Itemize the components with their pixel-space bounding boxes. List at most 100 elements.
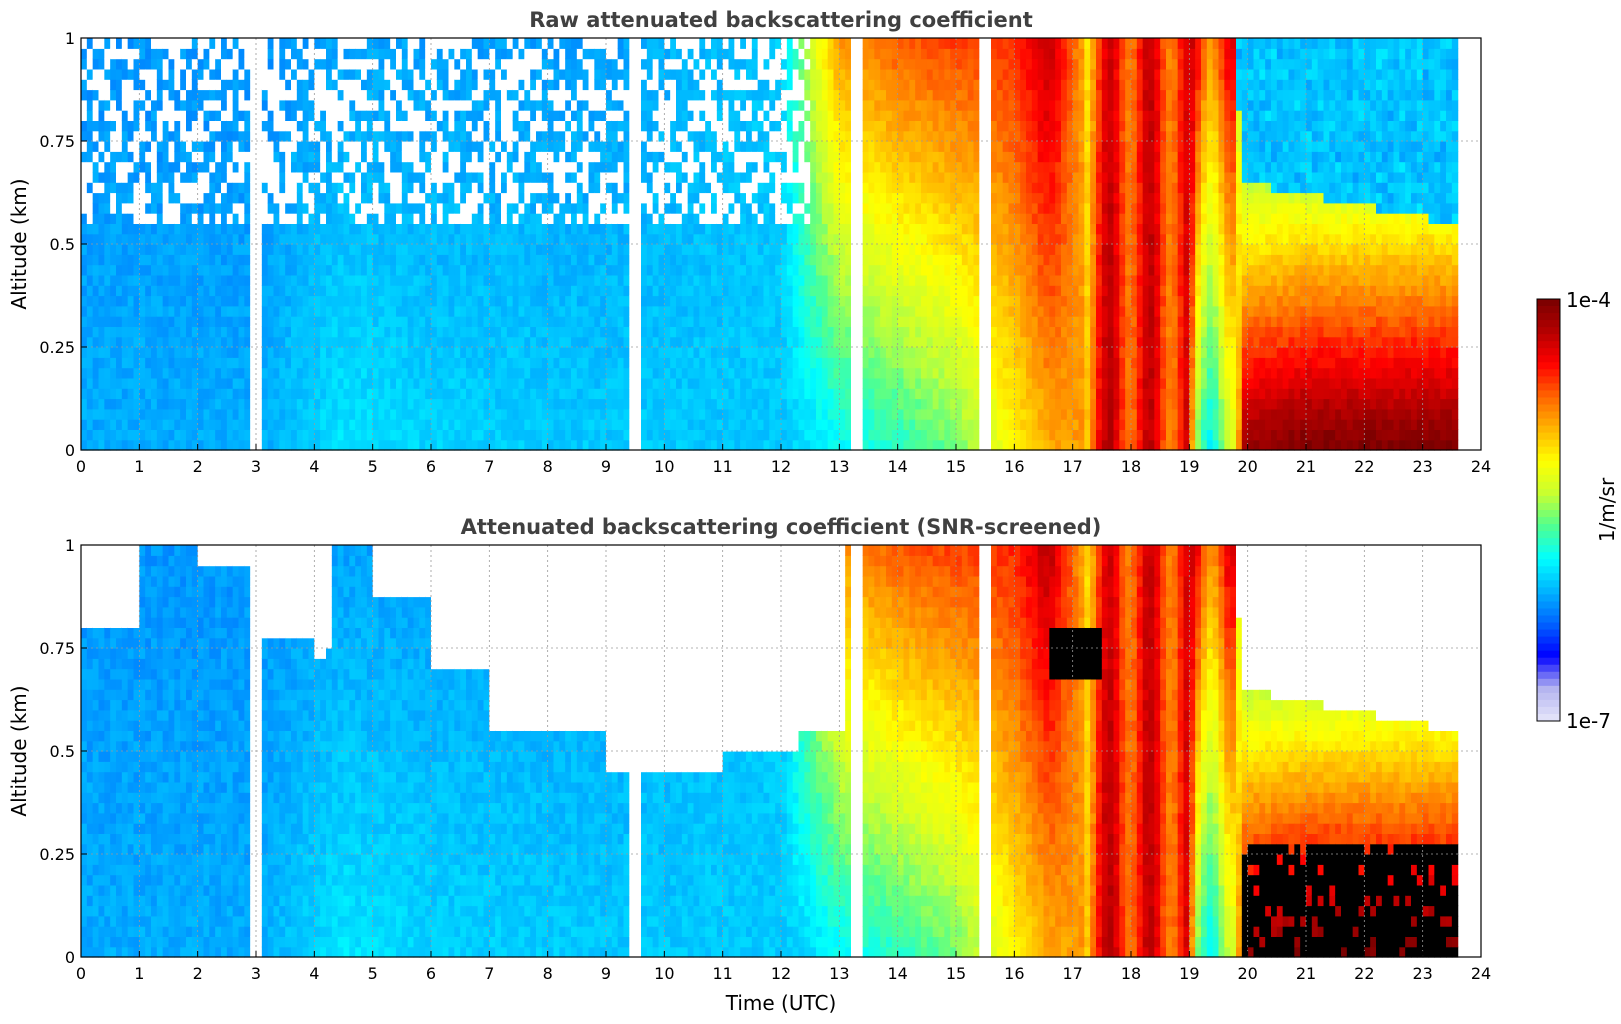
heatmap-cell (291, 254, 298, 266)
heatmap-cell (355, 429, 362, 441)
heatmap-cell (384, 254, 391, 266)
heatmap-cell (466, 408, 473, 420)
heatmap-cell (203, 223, 210, 235)
heatmap-cell (687, 171, 695, 183)
heatmap-cell (267, 429, 275, 441)
heatmap-cell (378, 213, 385, 224)
heatmap-cell (92, 171, 100, 183)
heatmap-cell (728, 38, 735, 49)
heatmap-cell (501, 305, 508, 317)
heatmap-cell (536, 388, 543, 400)
heatmap-cell (763, 223, 770, 235)
heatmap-cell (705, 295, 712, 307)
heatmap-cell (378, 388, 385, 400)
heatmap-cell (221, 89, 228, 101)
heatmap-cell (355, 89, 362, 101)
heatmap-cell (751, 285, 759, 297)
heatmap-cell (291, 419, 298, 430)
heatmap-cell (104, 110, 111, 121)
heatmap-cell (600, 388, 607, 400)
heatmap-cell (477, 254, 485, 266)
heatmap-cell (197, 110, 205, 121)
heatmap-cell (512, 68, 520, 80)
heatmap-cell (121, 305, 129, 317)
heatmap-cell (442, 254, 450, 266)
heatmap-cell (180, 192, 187, 204)
heatmap-cell (757, 202, 765, 214)
heatmap-cell (617, 192, 625, 204)
heatmap-cell (664, 213, 671, 224)
heatmap-cell (261, 141, 269, 152)
heatmap-cell (250, 141, 257, 152)
heatmap-cell (763, 295, 770, 307)
heatmap-cell (127, 254, 135, 266)
heatmap-cell (104, 202, 111, 214)
heatmap-cell (372, 79, 380, 91)
heatmap-cell (209, 192, 216, 204)
heatmap-cell (536, 326, 543, 338)
heatmap-cell (296, 141, 304, 152)
heatmap-cell (751, 316, 759, 327)
heatmap-cell (454, 264, 461, 276)
heatmap-cell (226, 377, 234, 389)
heatmap-cell (477, 336, 485, 348)
heatmap-cell (716, 182, 724, 194)
heatmap-cell (226, 192, 234, 204)
heatmap-cell (716, 316, 724, 327)
heatmap-cell (390, 357, 397, 369)
heatmap-cell (664, 357, 671, 369)
heatmap-cell (436, 161, 444, 173)
heatmap-cell (553, 110, 560, 121)
heatmap-cell (81, 398, 88, 410)
heatmap-cell (232, 38, 240, 49)
heatmap-cell (151, 377, 158, 389)
heatmap-cell (466, 244, 473, 255)
heatmap-cell (798, 38, 805, 49)
heatmap-cell (127, 274, 135, 286)
heatmap-cell (722, 264, 730, 276)
heatmap-cell (215, 202, 222, 214)
heatmap-cell (302, 388, 310, 400)
heatmap-cell (320, 429, 327, 441)
heatmap-cell (419, 213, 426, 224)
heatmap-cell (722, 326, 730, 338)
heatmap-cell (390, 38, 397, 49)
heatmap-cell (331, 171, 339, 183)
heatmap-cell (711, 89, 718, 101)
heatmap-cell (524, 388, 531, 400)
heatmap-cell (798, 244, 805, 255)
heatmap-cell (571, 347, 578, 358)
heatmap-cell (279, 347, 286, 358)
heatmap-cell (436, 58, 444, 70)
heatmap-cell (337, 316, 345, 327)
heatmap-cell (781, 264, 788, 276)
heatmap-cell (553, 213, 560, 224)
heatmap-cell (471, 141, 479, 152)
heatmap-cell (705, 161, 712, 173)
heatmap-cell (571, 233, 578, 245)
heatmap-cell (86, 336, 94, 348)
heatmap-cell (390, 316, 397, 327)
heatmap-cell (792, 347, 800, 358)
heatmap-cell (565, 254, 572, 266)
heatmap-cell (384, 130, 391, 142)
heatmap-cell (722, 161, 730, 173)
heatmap-cell (594, 79, 601, 91)
heatmap-cell (250, 233, 257, 245)
heatmap-cell (711, 244, 718, 255)
heatmap-cell (116, 285, 123, 297)
heatmap-cell (180, 68, 187, 80)
heatmap-cell (489, 151, 496, 163)
heatmap-cell (687, 151, 695, 163)
heatmap-cell (250, 99, 257, 111)
heatmap-cell (314, 419, 321, 430)
heatmap-cell (530, 439, 537, 451)
heatmap-cell (757, 110, 765, 121)
heatmap-cell (162, 89, 170, 101)
heatmap-cell (431, 274, 438, 286)
heatmap-cell (267, 439, 275, 451)
heatmap-cell (139, 377, 146, 389)
heatmap-cell (769, 89, 776, 101)
heatmap-cell (279, 141, 286, 152)
heatmap-cell (571, 58, 578, 70)
